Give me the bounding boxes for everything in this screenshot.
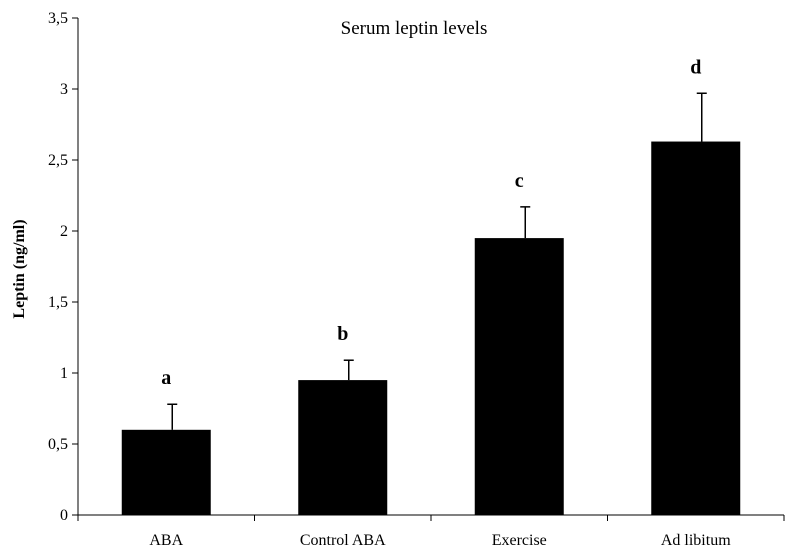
y-tick-label: 2 bbox=[60, 223, 68, 240]
significance-letter: d bbox=[690, 56, 701, 78]
y-tick-label: 0 bbox=[60, 507, 68, 524]
bar bbox=[474, 238, 564, 515]
category-label: ABA bbox=[149, 532, 183, 549]
error-bars bbox=[167, 92, 707, 430]
y-tick-label: 2,5 bbox=[48, 152, 68, 169]
chart-title: Serum leptin levels bbox=[341, 18, 488, 39]
y-tick-label: 1,5 bbox=[48, 294, 68, 311]
significance-letter: c bbox=[515, 170, 524, 192]
category-label: Exercise bbox=[492, 532, 547, 549]
bar bbox=[651, 141, 741, 516]
significance-letters: a b c d bbox=[161, 56, 701, 389]
bar bbox=[298, 380, 388, 515]
bar bbox=[121, 429, 211, 515]
y-tick-label: 3 bbox=[60, 81, 68, 98]
category-label: Ad libitum bbox=[661, 532, 731, 549]
y-ticks: 0 0,5 1 1,5 2 2,5 3 3,5 bbox=[48, 10, 78, 524]
significance-letter: b bbox=[337, 323, 348, 345]
y-tick-label: 0,5 bbox=[48, 436, 68, 453]
category-label: Control ABA bbox=[300, 532, 386, 549]
category-labels: ABA Control ABA Exercise Ad libitum bbox=[149, 532, 731, 549]
y-tick-label: 1 bbox=[60, 365, 68, 382]
y-axis-label: Leptin (ng/ml) bbox=[11, 219, 28, 318]
bars bbox=[121, 141, 741, 516]
significance-letter: a bbox=[161, 367, 171, 389]
y-tick-label: 3,5 bbox=[48, 10, 68, 27]
